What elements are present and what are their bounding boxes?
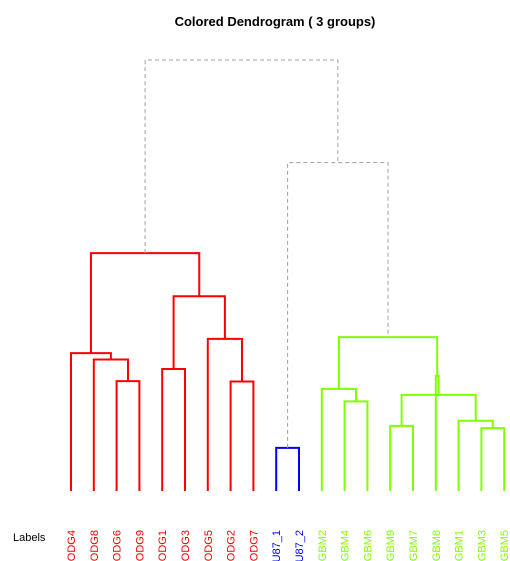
leaf-label-gbm2: GBM2 xyxy=(317,530,329,561)
leaf-label-gbm5: GBM5 xyxy=(499,530,510,561)
branch-m17 xyxy=(337,336,439,389)
leaf-label-u87_1: U87_1 xyxy=(271,530,283,561)
branch-m3 xyxy=(70,352,112,491)
branch-m18 xyxy=(287,162,389,448)
x-axis-label: Labels xyxy=(13,532,46,544)
branch-m8 xyxy=(89,252,201,354)
leaf-label-gbm8: GBM8 xyxy=(431,530,443,561)
leaf-label-odg4: ODG4 xyxy=(66,530,78,561)
leaf-label-odg7: ODG7 xyxy=(248,530,260,561)
leaf-label-gbm4: GBM4 xyxy=(340,530,352,561)
leaf-label-odg3: ODG3 xyxy=(180,530,192,561)
leaf-label-gbm7: GBM7 xyxy=(408,530,420,561)
branch-m4 xyxy=(161,368,186,491)
branch-m13 xyxy=(480,427,506,491)
leaf-label-gbm6: GBM6 xyxy=(362,530,374,561)
leaf-label-gbm3: GBM3 xyxy=(476,530,488,561)
leaf-label-gbm9: GBM9 xyxy=(385,530,397,561)
branch-m5 xyxy=(229,380,255,491)
chart-title: Colored Dendrogram ( 3 groups) xyxy=(175,14,376,29)
branch-m12 xyxy=(389,424,414,491)
leaf-label-odg2: ODG2 xyxy=(226,530,238,561)
branch-m16 xyxy=(434,374,440,491)
leaf-labels: ODG4 ODG8 ODG6 ODG9 ODG1 ODG3 ODG5 ODG2 ODG7 U87_… xyxy=(66,530,510,561)
leaf-label-u87_2: U87_2 xyxy=(294,530,306,561)
leaf-label-odg8: ODG8 xyxy=(89,530,101,561)
dendrogram-branches xyxy=(70,59,506,491)
leaf-label-odg6: ODG6 xyxy=(112,530,124,561)
leaf-label-odg1: ODG1 xyxy=(157,530,169,561)
branch-m10 xyxy=(343,400,369,491)
leaf-label-odg5: ODG5 xyxy=(203,530,215,561)
branch-m6 xyxy=(206,337,243,491)
leaf-label-odg9: ODG9 xyxy=(134,530,146,561)
branch-m19 xyxy=(144,59,339,254)
branch-m1 xyxy=(115,380,141,491)
branch-m9 xyxy=(275,446,300,491)
branch-m14 xyxy=(457,419,494,491)
branch-m2 xyxy=(92,358,129,491)
branch-m7 xyxy=(172,295,226,370)
branch-m11 xyxy=(320,387,357,491)
leaf-label-gbm1: GBM1 xyxy=(454,530,466,561)
